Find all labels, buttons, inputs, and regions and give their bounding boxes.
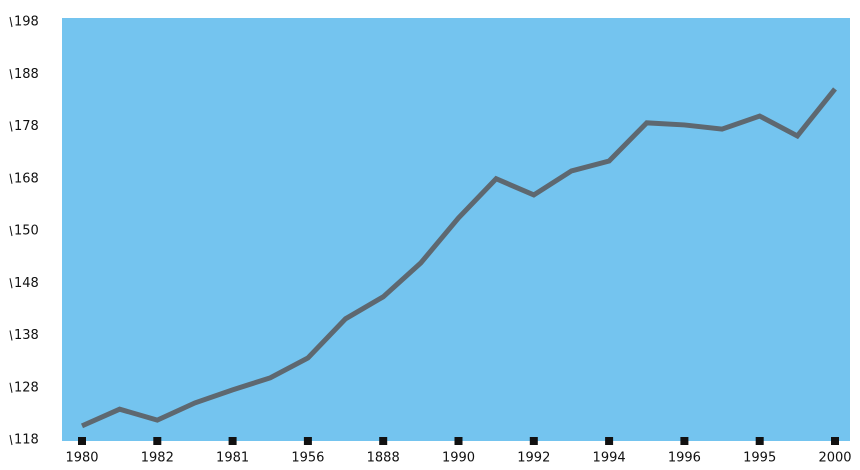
y-tick-label: 128 [14, 380, 39, 395]
x-tick [454, 437, 463, 445]
x-tick-label: 1956 [291, 451, 324, 466]
x-tick-label: 1990 [442, 451, 475, 466]
x-tick [831, 437, 839, 445]
y-tick-label: 178 [14, 119, 39, 134]
y-tick-label: 150 [14, 224, 39, 239]
y-tick [9, 434, 13, 446]
x-tick [680, 437, 689, 445]
x-tick-label: 1994 [593, 451, 626, 466]
line [80, 87, 837, 429]
x-tick-label: 1995 [743, 451, 776, 466]
x-tick [605, 437, 614, 445]
y-tick [9, 173, 13, 184]
x-tick [78, 437, 86, 445]
y-tick-label: 138 [14, 328, 39, 343]
x-tick [228, 437, 237, 445]
x-tick-label: 1981 [216, 451, 249, 466]
x-tick [153, 437, 162, 445]
y-tick [9, 225, 13, 237]
y-tick [9, 382, 13, 393]
x-tick [303, 437, 312, 445]
y-tick [9, 16, 13, 28]
x-tick [379, 437, 388, 445]
x-tick [755, 437, 764, 445]
y-tick [9, 69, 13, 80]
y-tick [9, 278, 13, 289]
plot-area [62, 18, 850, 441]
y-tick [9, 121, 13, 132]
y-tick-label: 188 [14, 67, 39, 82]
y-tick-label: 118 [14, 433, 39, 448]
x-tick-label: 1996 [668, 451, 701, 466]
x-tick-label: 1982 [141, 451, 174, 466]
y-tick-label: 148 [14, 276, 39, 291]
x-tick-label: 1992 [517, 451, 550, 466]
y-tick [9, 330, 13, 341]
x-tick-label: 2000 [818, 451, 851, 466]
x-tick-label: 1980 [65, 451, 98, 466]
y-tick-label: 168 [14, 171, 39, 186]
y-tick-label: 198 [14, 15, 39, 30]
x-tick-label: 1888 [367, 451, 400, 466]
x-tick [529, 437, 538, 445]
